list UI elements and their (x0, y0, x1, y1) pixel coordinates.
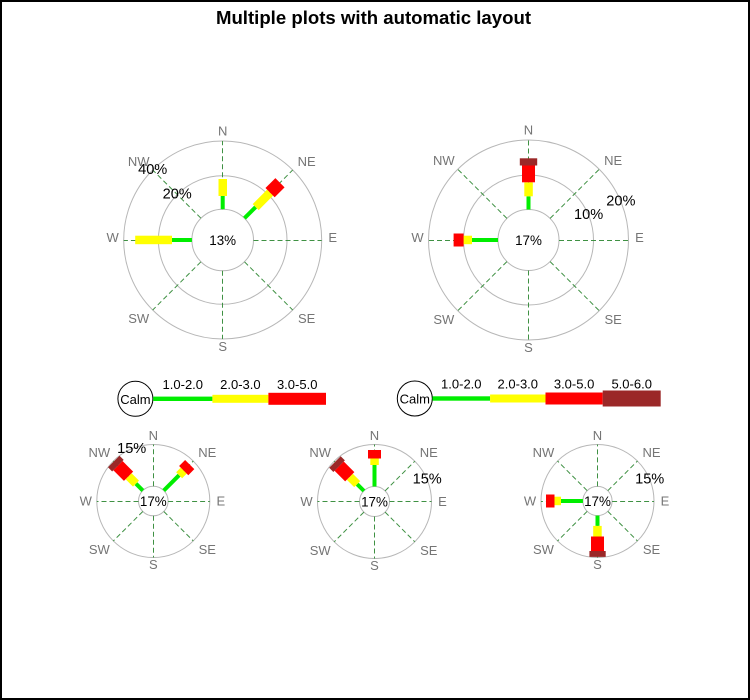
svg-text:NE: NE (604, 153, 622, 168)
svg-text:SW: SW (89, 542, 111, 557)
svg-text:15%: 15% (117, 441, 146, 457)
svg-text:NE: NE (298, 154, 316, 169)
svg-text:Multiple plots with automatic: Multiple plots with automatic layout (216, 7, 531, 28)
svg-text:E: E (216, 494, 225, 509)
svg-text:N: N (524, 123, 533, 138)
svg-text:SW: SW (128, 311, 150, 326)
svg-text:Calm: Calm (120, 392, 150, 407)
svg-text:1.0-2.0: 1.0-2.0 (441, 377, 481, 392)
svg-text:10%: 10% (574, 207, 603, 223)
svg-text:NW: NW (309, 445, 331, 460)
svg-text:17%: 17% (515, 233, 542, 248)
svg-text:NW: NW (533, 445, 555, 460)
svg-text:N: N (149, 428, 158, 443)
svg-text:17%: 17% (584, 494, 611, 509)
svg-text:17%: 17% (361, 495, 388, 510)
svg-text:SW: SW (533, 542, 555, 557)
svg-text:S: S (593, 557, 602, 572)
svg-text:SE: SE (605, 312, 623, 327)
svg-text:3.0-5.0: 3.0-5.0 (277, 377, 317, 392)
svg-text:SE: SE (199, 542, 217, 557)
svg-text:W: W (300, 494, 313, 509)
svg-text:2.0-3.0: 2.0-3.0 (498, 377, 538, 392)
svg-text:S: S (524, 340, 533, 355)
svg-text:15%: 15% (413, 472, 442, 488)
svg-text:SW: SW (433, 312, 455, 327)
svg-text:SE: SE (643, 542, 661, 557)
svg-text:NE: NE (198, 445, 216, 460)
svg-text:E: E (635, 230, 644, 245)
svg-text:Calm: Calm (400, 392, 430, 407)
svg-text:S: S (149, 557, 158, 572)
svg-text:NE: NE (420, 445, 438, 460)
svg-text:13%: 13% (209, 233, 236, 248)
svg-text:NW: NW (433, 153, 455, 168)
svg-text:N: N (218, 124, 227, 139)
svg-text:20%: 20% (163, 187, 192, 203)
svg-text:W: W (411, 230, 424, 245)
svg-text:N: N (593, 428, 602, 443)
svg-text:2.0-3.0: 2.0-3.0 (220, 377, 260, 392)
svg-text:NE: NE (642, 445, 660, 460)
svg-text:SW: SW (310, 543, 332, 558)
svg-text:SE: SE (420, 543, 438, 558)
svg-text:N: N (370, 428, 379, 443)
svg-text:5.0-6.0: 5.0-6.0 (611, 377, 651, 392)
svg-text:1.0-2.0: 1.0-2.0 (163, 377, 203, 392)
svg-text:E: E (438, 494, 447, 509)
svg-text:SE: SE (298, 311, 316, 326)
svg-text:15%: 15% (635, 471, 664, 487)
svg-text:W: W (524, 494, 537, 509)
svg-text:W: W (107, 230, 120, 245)
svg-text:NW: NW (128, 154, 150, 169)
svg-text:NW: NW (88, 445, 110, 460)
svg-text:3.0-5.0: 3.0-5.0 (554, 377, 594, 392)
svg-text:S: S (370, 558, 379, 573)
svg-text:20%: 20% (606, 194, 635, 210)
svg-text:E: E (328, 230, 337, 245)
svg-text:17%: 17% (140, 494, 167, 509)
svg-text:40%: 40% (138, 162, 167, 178)
svg-text:S: S (218, 339, 227, 354)
svg-text:E: E (661, 494, 670, 509)
svg-text:W: W (80, 494, 93, 509)
